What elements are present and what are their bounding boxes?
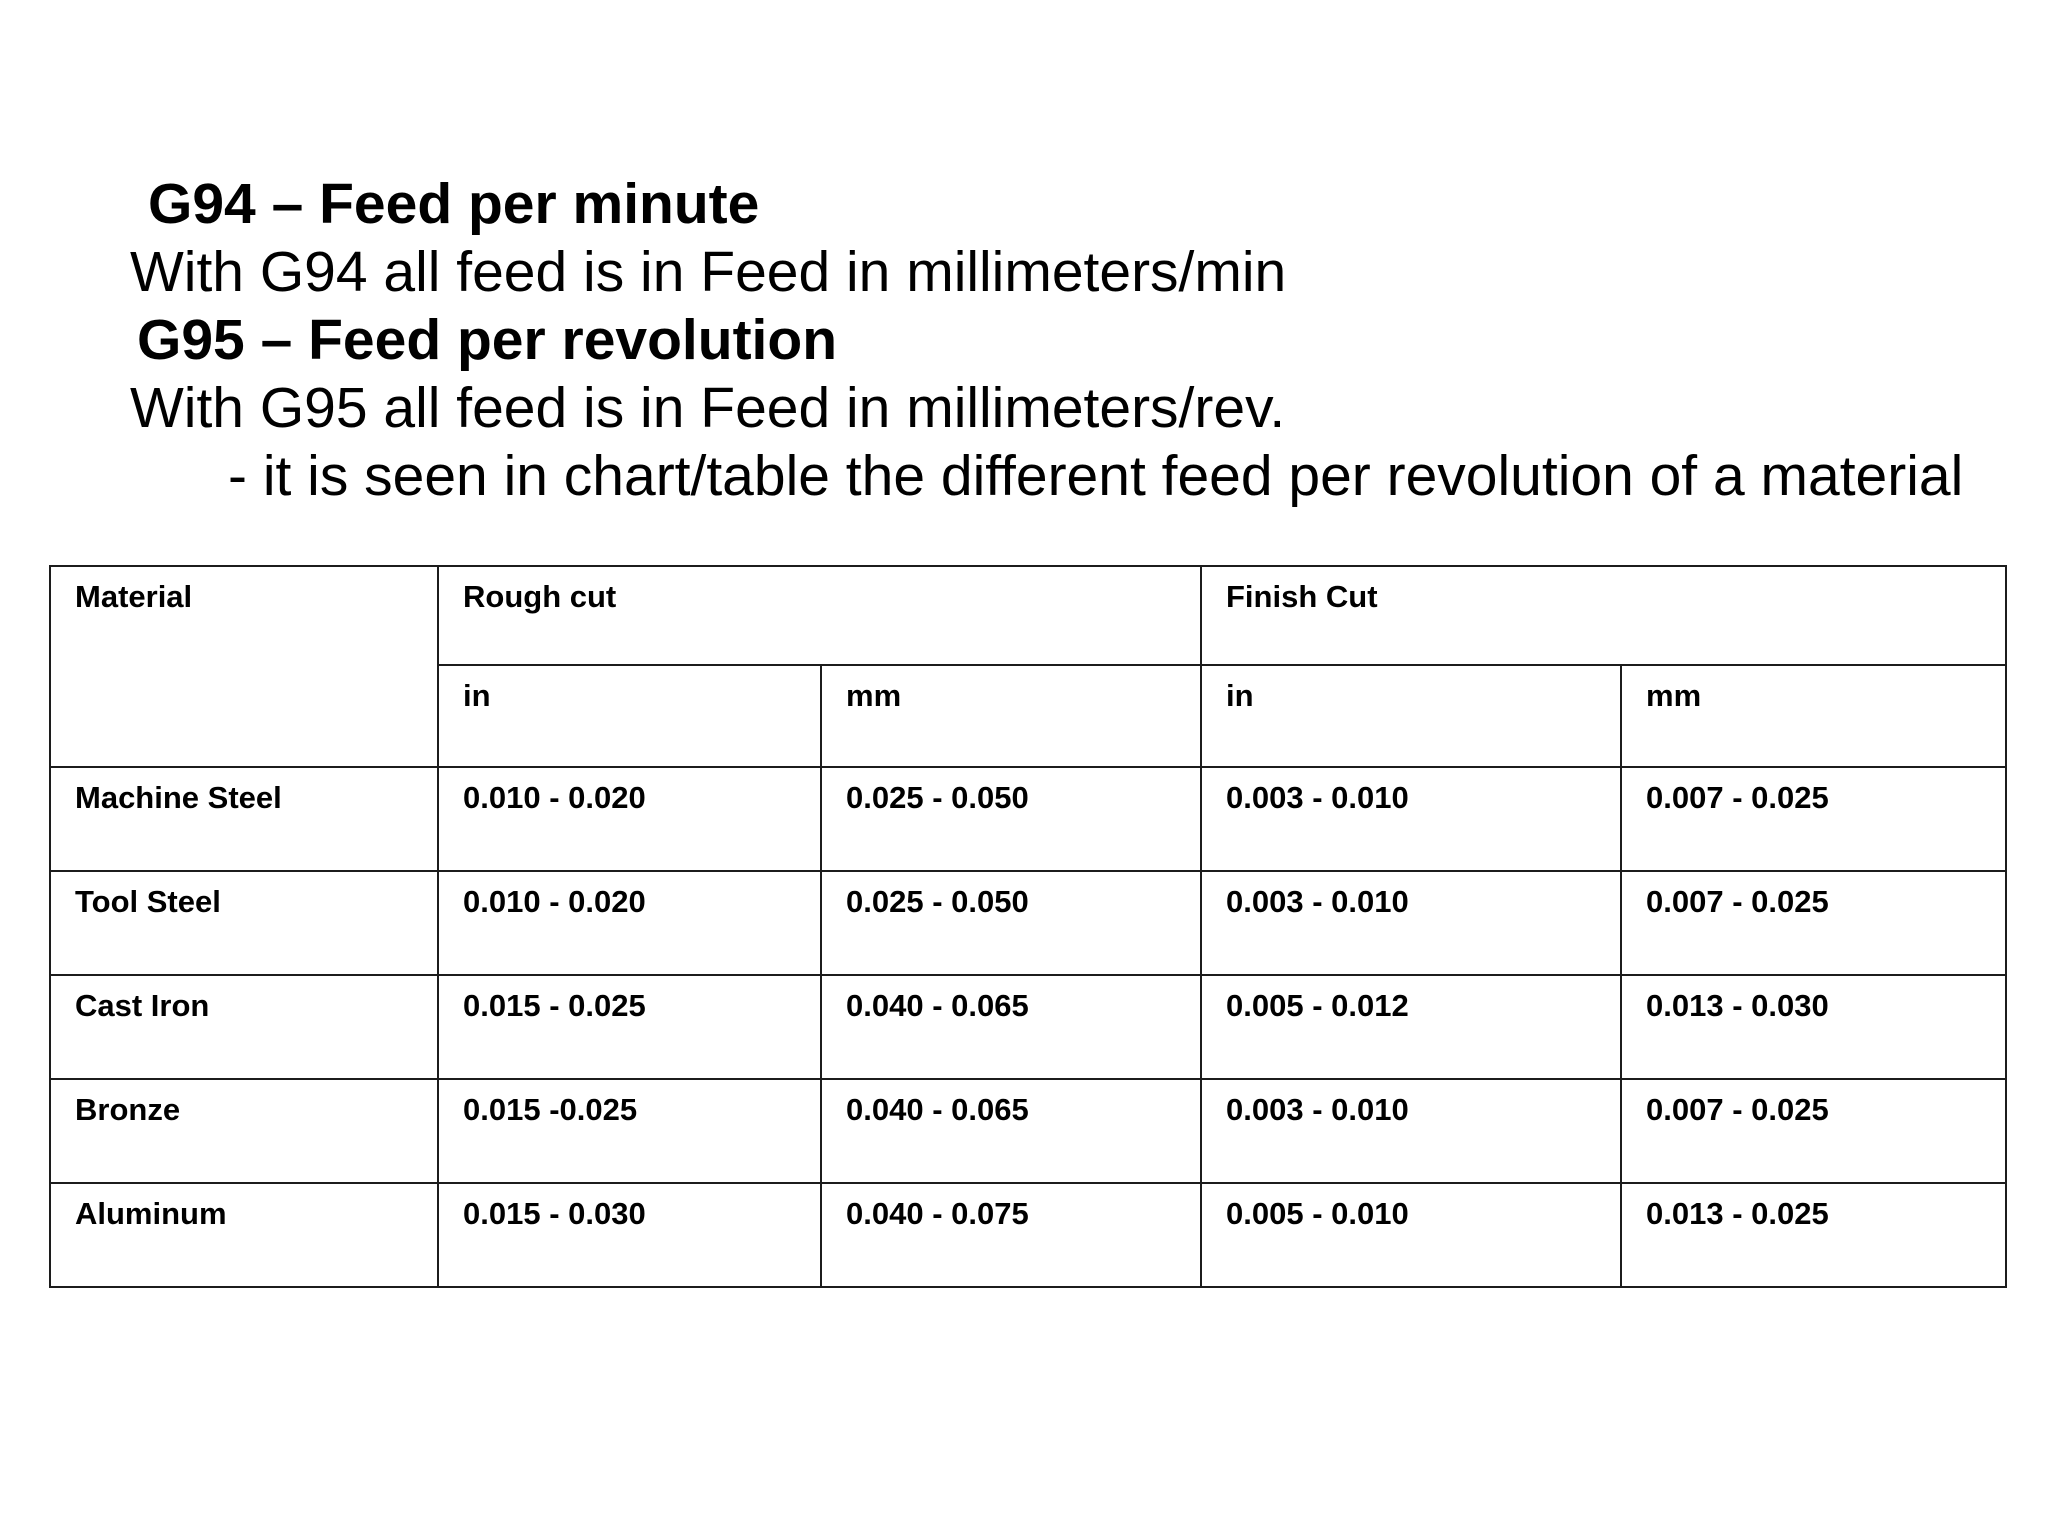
finish-in-cell: 0.005 - 0.012	[1200, 974, 1622, 1080]
rough-mm-cell: 0.040 - 0.065	[820, 974, 1202, 1080]
rough-mm-cell: 0.025 - 0.050	[820, 870, 1202, 976]
heading-g95: G95 – Feed per revolution	[137, 308, 838, 372]
table-unit-header-row: in mm in mm	[50, 664, 2008, 768]
material-cell: Bronze	[49, 1078, 439, 1184]
finish-in-cell: 0.005 - 0.010	[1200, 1182, 1622, 1288]
finish-mm-cell: 0.007 - 0.025	[1619, 766, 2008, 872]
finish-in-cell: 0.003 - 0.010	[1200, 870, 1622, 976]
header-rough-in-unit: in	[437, 664, 822, 768]
heading-block: G94 – Feed per minute With G94 all feed …	[0, 170, 2048, 510]
table-row-bronze: Bronze 0.015 -0.025 0.040 - 0.065 0.003 …	[49, 1078, 2008, 1184]
header-finish-in-unit: in	[1200, 664, 1622, 768]
material-cell: Aluminum	[49, 1182, 439, 1288]
rough-in-cell: 0.010 - 0.020	[437, 870, 822, 976]
rough-mm-cell: 0.025 - 0.050	[820, 766, 1202, 872]
header-finish-mm-unit: mm	[1619, 664, 2008, 768]
header-rough-cut: Rough cut	[437, 565, 1202, 666]
header-finish-cut: Finish Cut	[1199, 565, 2008, 666]
finish-mm-cell: 0.007 - 0.025	[1619, 870, 2008, 976]
chart-note: - it is seen in chart/table the differen…	[228, 444, 1964, 508]
material-cell: Machine Steel	[49, 766, 439, 872]
heading-g94: G94 – Feed per minute	[148, 172, 760, 236]
finish-in-cell: 0.003 - 0.010	[1200, 1078, 1622, 1184]
material-cell: Tool Steel	[49, 870, 439, 976]
rough-in-cell: 0.015 - 0.030	[437, 1182, 822, 1288]
rough-in-cell: 0.015 - 0.025	[437, 974, 822, 1080]
table-row-cast-iron: Cast Iron 0.015 - 0.025 0.040 - 0.065 0.…	[49, 974, 2008, 1080]
table-row-tool-steel: Tool Steel 0.010 - 0.020 0.025 - 0.050 0…	[49, 870, 2008, 976]
finish-mm-cell: 0.007 - 0.025	[1619, 1078, 2008, 1184]
table-group-header-row: Material Rough cut Finish Cut	[49, 565, 2008, 768]
g94-description: With G94 all feed is in Feed in millimet…	[130, 240, 1287, 304]
finish-mm-cell: 0.013 - 0.025	[1619, 1182, 2008, 1288]
finish-in-cell: 0.003 - 0.010	[1200, 766, 1622, 872]
table-row-aluminum: Aluminum 0.015 - 0.030 0.040 - 0.075 0.0…	[49, 1182, 2008, 1288]
rough-mm-cell: 0.040 - 0.065	[820, 1078, 1202, 1184]
g95-description: With G95 all feed is in Feed in millimet…	[130, 376, 1286, 440]
table-row-machine-steel: Machine Steel 0.010 - 0.020 0.025 - 0.05…	[49, 766, 2008, 872]
header-material: Material	[49, 565, 439, 768]
rough-in-cell: 0.015 -0.025	[437, 1078, 822, 1184]
finish-mm-cell: 0.013 - 0.030	[1619, 974, 2008, 1080]
feed-per-revolution-table: Material Rough cut Finish Cut in mm in m…	[49, 565, 2008, 1288]
rough-mm-cell: 0.040 - 0.075	[820, 1182, 1202, 1288]
header-rough-mm-unit: mm	[820, 664, 1202, 768]
material-cell: Cast Iron	[49, 974, 439, 1080]
rough-in-cell: 0.010 - 0.020	[437, 766, 822, 872]
